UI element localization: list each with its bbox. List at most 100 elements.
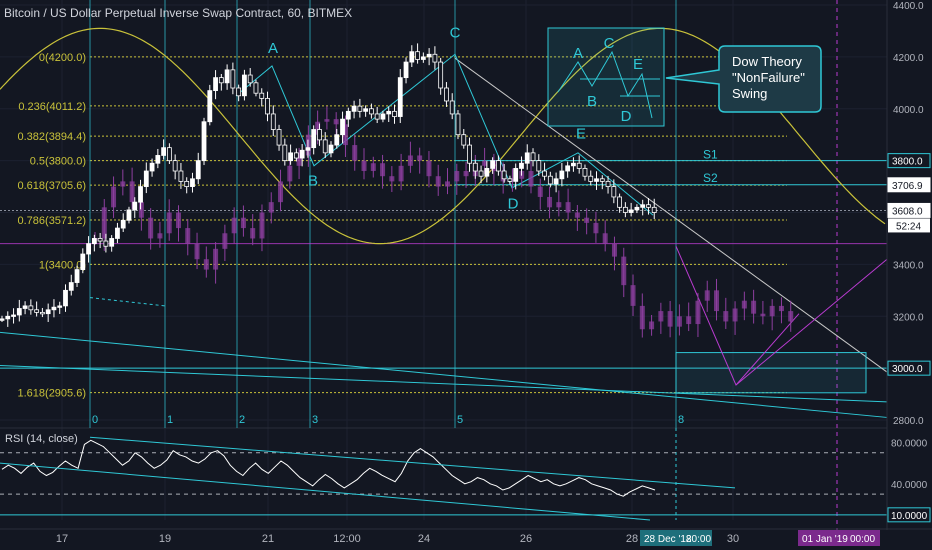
projected-candle-body [259,212,265,239]
price-tick-label: 4000.0 [893,105,924,116]
price-candle-body [74,269,80,283]
support-label-s1: S1 [703,148,718,162]
chart-title: Bitcoin / US Dollar Perpetual Inverse Sw… [4,6,352,20]
drawing-overlays[interactable]: 0 1 2 3 5 8 S1 S2 A B C D E A B C D E Dow Theory "NonFailu… [0,0,888,530]
price-candle-body [293,152,299,159]
price-candle-body [91,238,97,245]
projected-candle-body [574,212,580,218]
projected-candle-body [676,316,682,327]
projected-candle-body [138,202,144,218]
price-candle-body [622,206,628,213]
callout-text-line: Dow Theory [732,54,802,69]
price-candle-body [190,178,195,187]
price-candle-body [242,74,247,97]
price-candle-body [288,152,293,162]
projected-candle-body [695,300,701,325]
projected-candle-body [148,217,154,239]
projected-candle-body [788,311,794,322]
price-badge [887,177,931,193]
price-candle-body [536,160,542,172]
wave-label-b: B [308,172,318,189]
fib-level-label: 0(4200.0) [39,52,86,64]
projected-candle-body [389,176,395,182]
fib-level-label: 0.236(4011.2) [18,101,86,113]
projected-candle-body [296,155,302,166]
time-cycle-label: 2 [239,414,245,426]
price-candle-body [340,118,345,136]
price-candle-body [40,311,45,315]
callout-box: Dow Theory "NonFailure"Swing [665,45,822,113]
price-candle-body [178,170,184,182]
price-candle-body [236,87,242,97]
price-tick-label: 3200.0 [893,312,924,323]
projected-candle-body [213,248,219,270]
price-candle-body [34,309,40,313]
time-tick-label: 30 [727,533,739,545]
wave-label-e: E [576,126,586,143]
price-candle-body [311,129,317,149]
projected-candle-body [630,285,636,306]
price-candle-body [455,113,461,136]
projected-candle-body [333,119,339,125]
time-tick-label: 28 [626,533,638,545]
price-candle-body [490,160,496,169]
channel-line-lower-2 [0,365,888,403]
projected-candle-body [547,196,553,208]
projected-candle-body [315,121,321,135]
price-candle-body [11,314,16,317]
projected-candle-body [778,305,784,312]
price-axis[interactable]: 2800.03000.03200.03400.03600.03800.04000… [886,0,932,550]
projected-candle-body [417,155,423,161]
countdown-label: 52:24 [896,221,921,232]
rsi-badge [887,507,931,523]
price-candle-body [478,170,484,177]
price-candle-body [374,113,380,120]
projected-candle-body [686,316,692,325]
price-candle-body [270,113,276,130]
rsi-trendline-lower [0,462,651,521]
projected-candle-body [565,202,571,213]
projected-candle-body [370,163,376,172]
price-candle-body [103,240,109,247]
price-candle-body [143,170,149,187]
rsi-pane[interactable]: RSI (14, close) [0,433,887,521]
price-candle-body [369,108,374,115]
price-series [0,43,657,327]
inset-label-b: B [587,93,597,110]
price-candle-body [5,315,11,320]
price-badge-label: 3800.0 [892,157,923,168]
projected-candle-body [723,311,729,322]
projected-candle-body [324,119,330,122]
projected-candle-body [649,321,655,330]
price-candle-body [617,196,622,208]
fibonacci-retracement[interactable]: 0(4200.0) 0.236(4011.2) 0.382(3894.4) 0.5(3… [18,52,788,400]
price-candle-body [45,309,51,315]
price-candle-body [571,162,576,167]
price-candle-body [126,209,132,221]
price-candle-body [155,155,161,164]
dow-theory-inset: A B C D E [547,27,665,127]
projected-candle-body [760,313,766,317]
projected-candle-body [111,186,117,208]
time-cycle-label: 3 [312,414,318,426]
price-candle-body [495,160,501,172]
projected-candle-body [203,259,209,270]
projected-candle-body [250,228,256,239]
projected-candle-body [120,181,126,187]
date-badge-label: 28 Dec '18 [644,534,692,545]
fib-level-label: 0.382(3894.4) [18,131,87,143]
price-candle-body [253,82,259,94]
projected-candle-body [741,300,747,309]
projected-candle-body [537,186,543,197]
projected-candle-body [454,171,460,182]
price-candle-body [328,144,334,154]
price-candle-body [259,92,265,99]
callout-text-line: "NonFailure" [732,70,805,85]
time-tick-label: 26 [520,533,532,545]
date-badge-future-time: 00:00 [850,534,875,545]
inset-label-d: D [621,108,632,125]
wave-label-c: C [450,24,461,41]
countdown-badge [888,218,930,233]
